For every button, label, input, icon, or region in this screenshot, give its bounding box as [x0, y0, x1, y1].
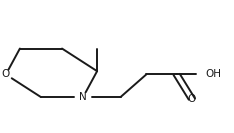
- Text: O: O: [188, 94, 196, 104]
- Text: O: O: [2, 69, 10, 80]
- Text: OH: OH: [205, 69, 221, 80]
- Text: N: N: [79, 92, 87, 102]
